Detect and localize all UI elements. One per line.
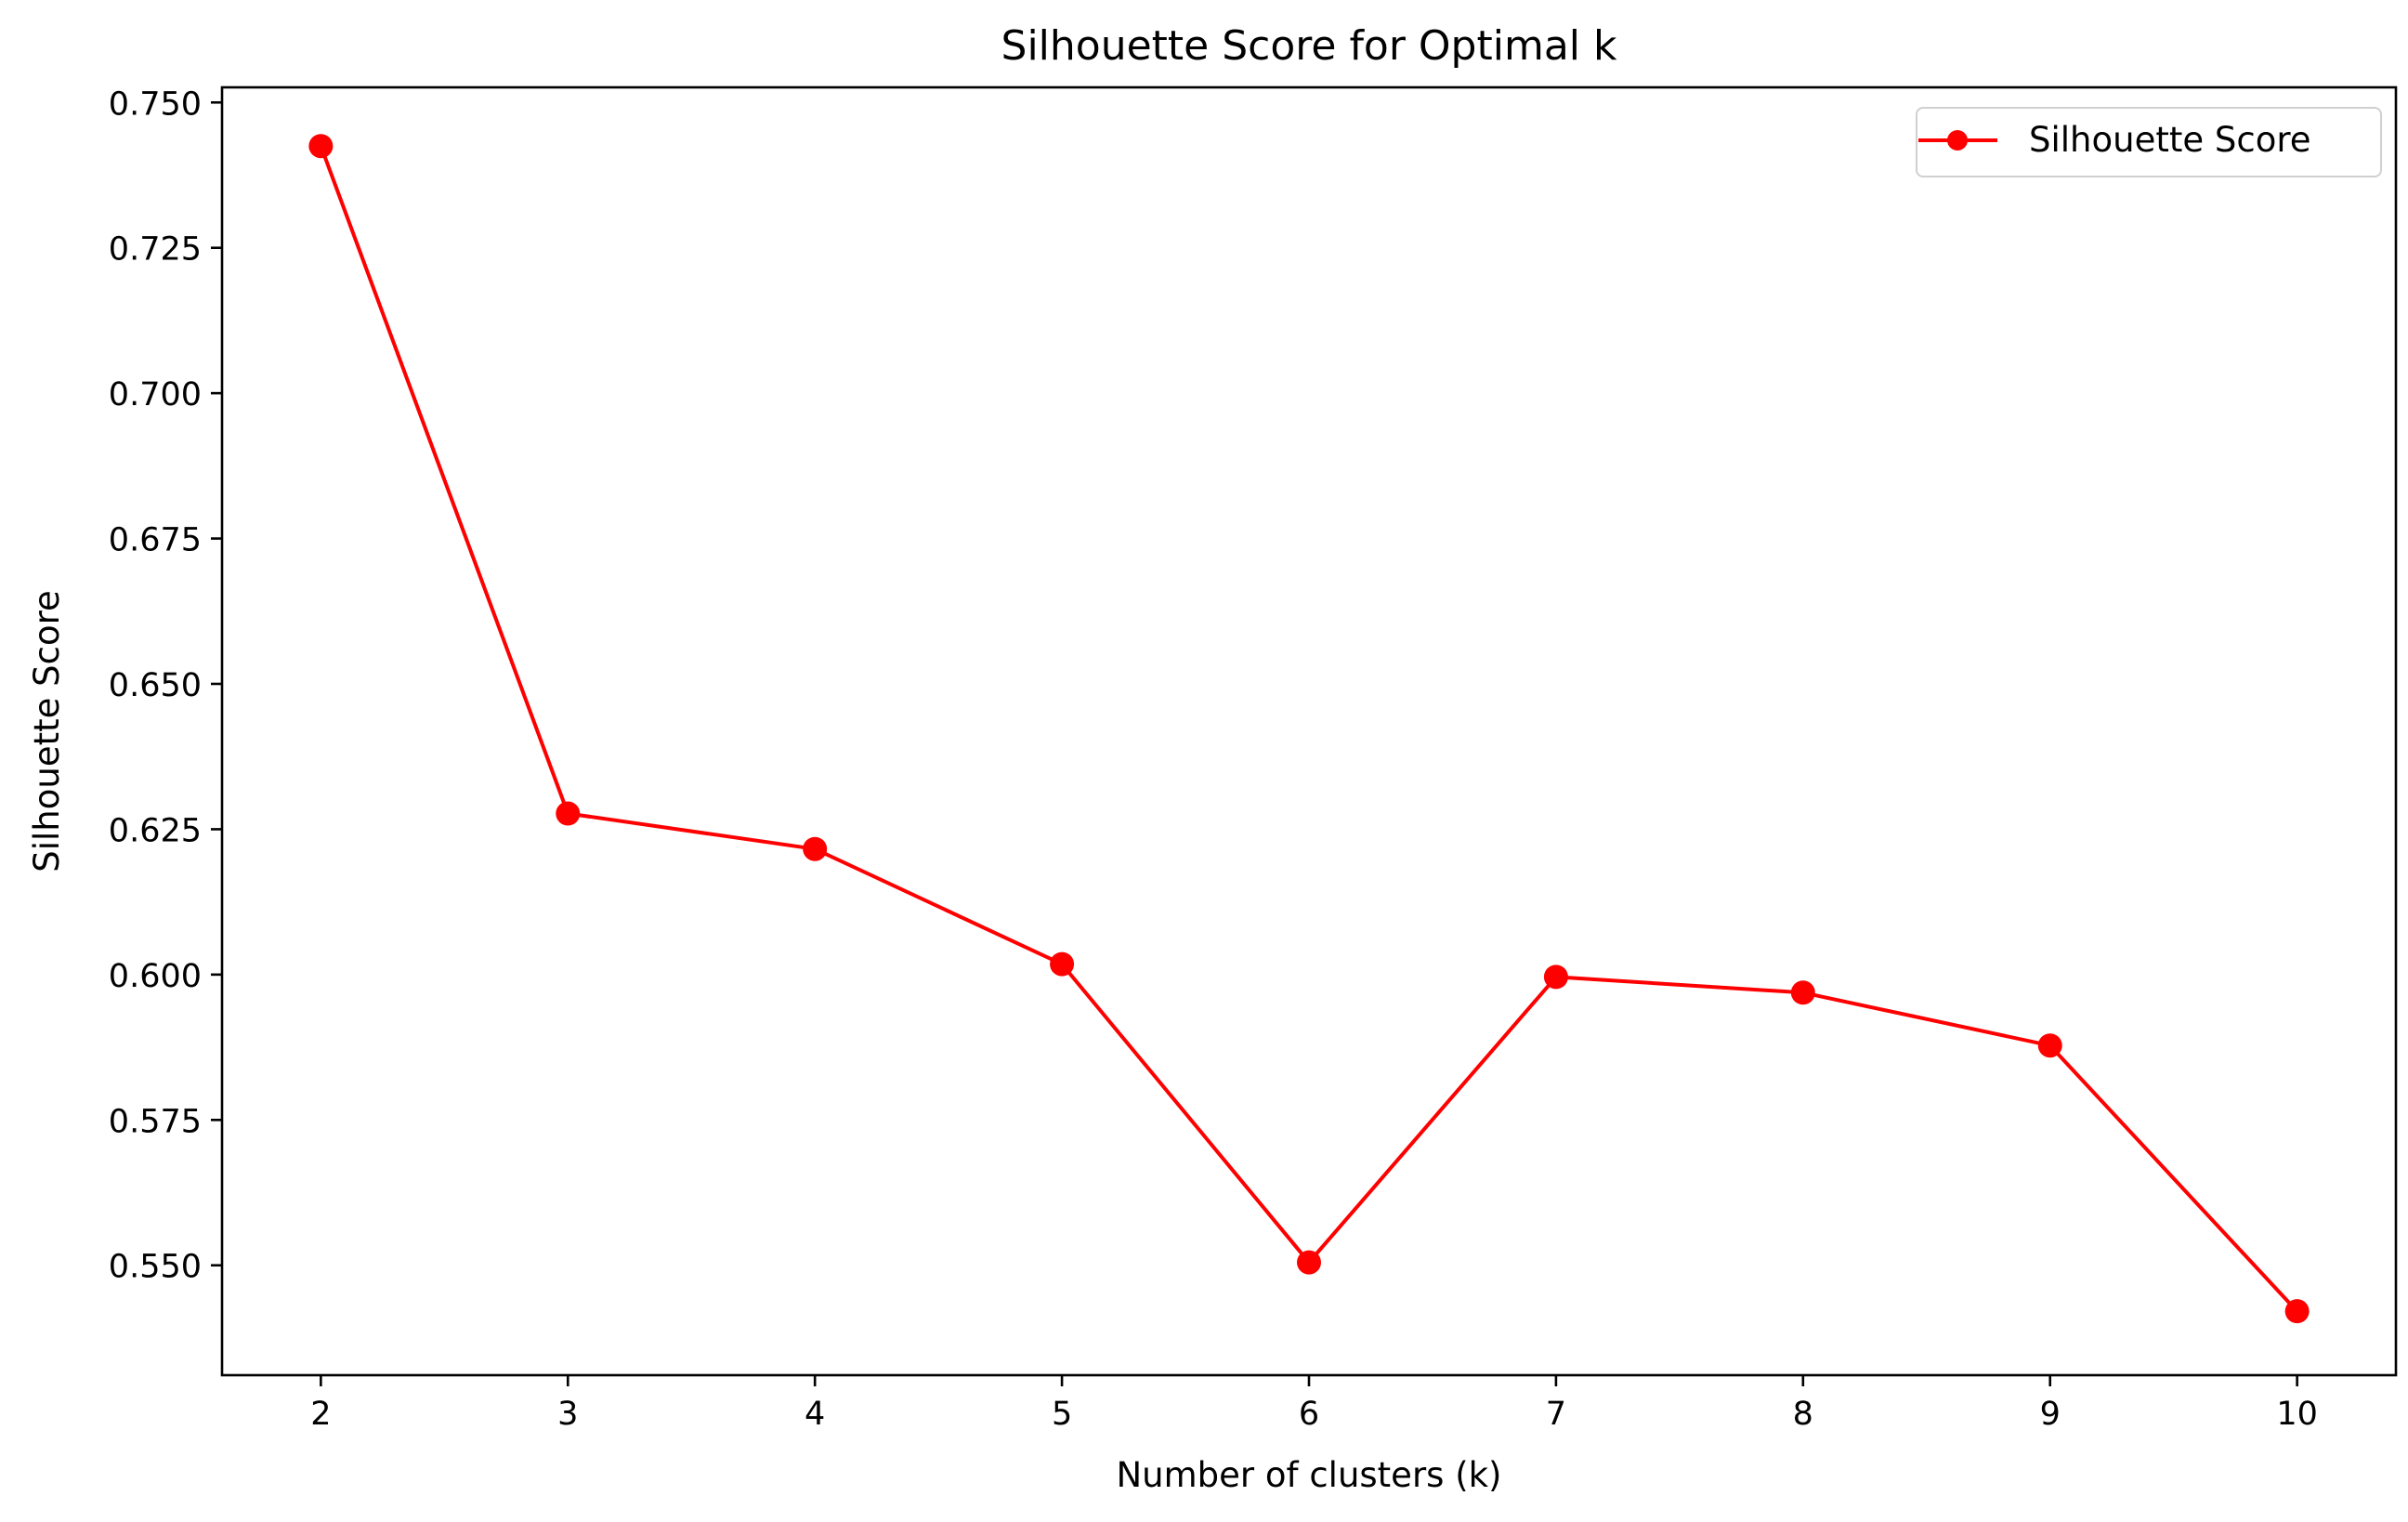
data-point [1297, 1250, 1321, 1275]
legend-label: Silhouette Score [2029, 120, 2311, 160]
y-axis-label: Silhouette Score [27, 590, 67, 873]
y-tick-label: 0.700 [109, 376, 202, 413]
data-point [803, 836, 828, 861]
data-point [1790, 980, 1815, 1005]
plot-area-frame [220, 85, 2398, 1377]
y-tick-label: 0.575 [109, 1103, 202, 1140]
data-point [1050, 951, 1075, 977]
x-tick-label: 2 [310, 1396, 331, 1433]
data-point [2037, 1033, 2062, 1058]
legend-marker-swatch [1947, 130, 1968, 151]
x-tick-label: 3 [557, 1396, 578, 1433]
y-tick-label: 0.550 [109, 1249, 202, 1286]
y-tick-label: 0.625 [109, 812, 202, 849]
x-tick-label: 10 [2276, 1396, 2318, 1433]
y-tick-label: 0.675 [109, 522, 202, 559]
y-tick-label: 0.600 [109, 958, 202, 995]
data-point [308, 134, 334, 159]
data-point [2284, 1299, 2310, 1324]
x-axis-ticks: 2 3 4 5 6 7 8 9 10 [310, 1375, 2318, 1433]
y-axis-ticks: 0.550 0.575 0.600 0.625 0.650 0.675 0.700 0.725… [109, 85, 222, 1286]
y-tick-label: 0.725 [109, 231, 202, 269]
x-tick-label: 4 [805, 1396, 825, 1433]
data-point [1543, 964, 1568, 990]
series-layer [308, 134, 2310, 1324]
x-tick-label: 9 [2040, 1396, 2061, 1433]
y-tick-label: 0.650 [109, 667, 202, 704]
legend-box [1916, 107, 2382, 177]
x-tick-label: 5 [1052, 1396, 1072, 1433]
x-tick-label: 6 [1299, 1396, 1319, 1433]
y-tick-label: 0.750 [109, 85, 202, 123]
x-axis-label: Number of clusters (k) [1117, 1455, 1502, 1495]
data-point [556, 801, 581, 826]
x-tick-label: 7 [1546, 1396, 1566, 1433]
x-tick-label: 8 [1793, 1396, 1813, 1433]
chart-title: Silhouette Score for Optimal k [1001, 22, 1617, 70]
legend: Silhouette Score [1916, 107, 2382, 177]
